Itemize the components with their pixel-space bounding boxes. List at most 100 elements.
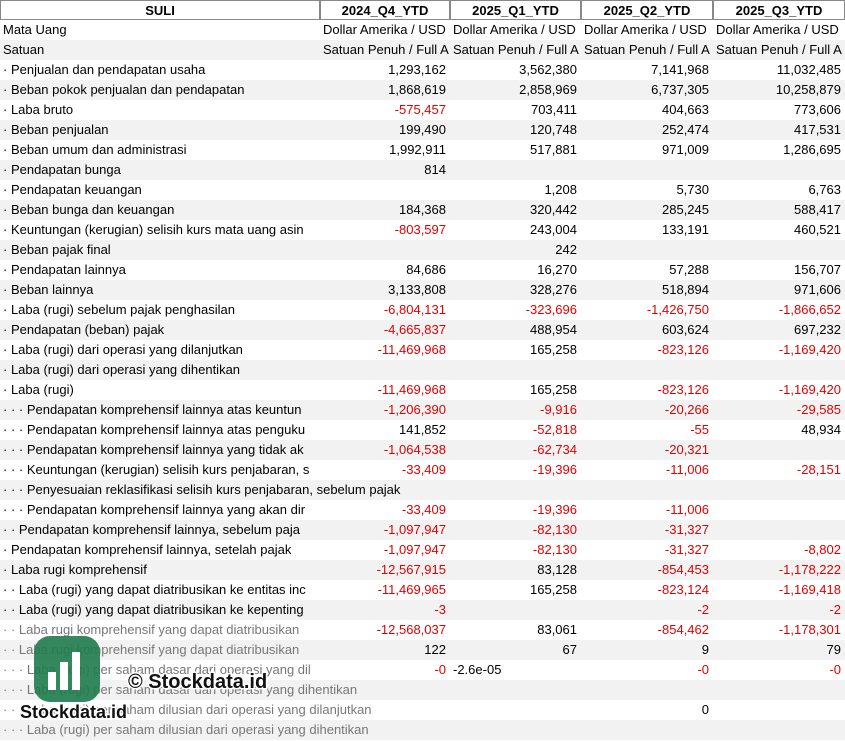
row-label: Mata Uang bbox=[3, 22, 67, 37]
value-cell: Satuan Penuh / Full A bbox=[716, 42, 842, 57]
table-row: · Pendapatan komprehensif lainnya, setel… bbox=[0, 540, 845, 560]
value-cell: 83,128 bbox=[537, 562, 577, 577]
value-cell: -323,696 bbox=[525, 302, 577, 317]
row-label: · · Laba (rugi) yang dapat diatribusikan… bbox=[3, 582, 306, 597]
logo-text: Stockdata.id bbox=[20, 702, 127, 722]
header-cell: SULI bbox=[0, 0, 320, 20]
value-cell: -29,585 bbox=[796, 402, 841, 417]
value-cell: 588,417 bbox=[794, 202, 841, 217]
table-row: · Beban pokok penjualan dan pendapatan 1,… bbox=[0, 80, 845, 100]
value-cell: -12,567,915 bbox=[376, 562, 446, 577]
value-cell: -1,097,947 bbox=[383, 542, 446, 557]
row-label: · Pendapatan lainnya bbox=[3, 262, 126, 277]
value-cell: 697,232 bbox=[794, 322, 841, 337]
value-cell: Satuan Penuh / Full A bbox=[453, 42, 579, 57]
value-cell: Dollar Amerika / USD bbox=[584, 22, 707, 37]
value-cell: -2 bbox=[829, 602, 841, 617]
value-cell: -1,169,420 bbox=[778, 382, 841, 397]
value-cell: 48,934 bbox=[801, 422, 841, 437]
value-cell: -854,453 bbox=[657, 562, 709, 577]
value-cell: -82,130 bbox=[532, 522, 577, 537]
table-row: · Beban umum dan administrasi 1,992,911 51… bbox=[0, 140, 845, 160]
table-row: Mata Uang Dollar Amerika / USD Dollar Amer… bbox=[0, 20, 845, 40]
row-label: · Beban bunga dan keuangan bbox=[3, 202, 175, 217]
value-cell: -82,130 bbox=[532, 542, 577, 557]
table-row: · Laba bruto -575,457 703,411 404,663 773,60… bbox=[0, 100, 845, 120]
value-cell: 1,868,619 bbox=[388, 82, 446, 97]
value-cell: -1,178,301 bbox=[778, 622, 841, 637]
value-cell: 971,009 bbox=[662, 142, 709, 157]
row-label: Satuan bbox=[3, 42, 45, 57]
header-row: SULI 2024_Q4_YTD 2025_Q1_YTD 2025_Q2_YTD 202… bbox=[0, 0, 845, 20]
value-cell: 1,208 bbox=[544, 182, 577, 197]
value-cell: 2,858,969 bbox=[519, 82, 577, 97]
value-cell: 243,004 bbox=[530, 222, 577, 237]
value-cell: 165,258 bbox=[530, 342, 577, 357]
value-cell: Dollar Amerika / USD bbox=[323, 22, 446, 37]
row-label: · Laba (rugi) dari operasi yang dihentik… bbox=[3, 362, 241, 377]
value-cell: 460,521 bbox=[794, 222, 841, 237]
value-cell: 603,624 bbox=[662, 322, 709, 337]
table-row: · Pendapatan bunga 814 bbox=[0, 160, 845, 180]
table-row: · · · Laba (rugi) per saham dilusian dar… bbox=[0, 720, 845, 740]
value-cell: -823,126 bbox=[657, 342, 709, 357]
row-label: · Pendapatan bunga bbox=[3, 162, 121, 177]
table-row: · Beban lainnya 3,133,808 328,276 518,894 97… bbox=[0, 280, 845, 300]
table-row: · Laba (rugi) sebelum pajak penghasilan -… bbox=[0, 300, 845, 320]
value-cell: -55 bbox=[690, 422, 709, 437]
row-label: · Penjualan dan pendapatan usaha bbox=[3, 62, 206, 77]
row-label: · Beban pokok penjualan dan pendapatan bbox=[3, 82, 245, 97]
header-cell: 2025_Q3_YTD bbox=[713, 0, 845, 20]
table-row: · · · Penyesuaian reklasifikasi selisih … bbox=[0, 480, 845, 500]
value-cell: 184,368 bbox=[399, 202, 446, 217]
table-row: · Keuntungan (kerugian) selisih kurs mat… bbox=[0, 220, 845, 240]
value-cell: Dollar Amerika / USD bbox=[716, 22, 839, 37]
value-cell: 518,894 bbox=[662, 282, 709, 297]
value-cell: 488,954 bbox=[530, 322, 577, 337]
table-row: · · Pendapatan komprehensif lainnya, seb… bbox=[0, 520, 845, 540]
value-cell: 6,763 bbox=[808, 182, 841, 197]
value-cell: -11,006 bbox=[665, 462, 709, 477]
table-row: Satuan Satuan Penuh / Full A Satuan Penuh … bbox=[0, 40, 845, 60]
value-cell: 79 bbox=[826, 642, 841, 657]
row-label: · · · Laba (rugi) per saham dilusian dar… bbox=[3, 722, 369, 737]
value-cell: -0 bbox=[697, 662, 709, 677]
logo-bar bbox=[60, 662, 68, 690]
table-row: · · Laba rugi komprehensif yang dapat di… bbox=[0, 620, 845, 640]
table-row: · · · Laba (rugi) per saham dilusian dar… bbox=[0, 700, 845, 720]
row-label: · · · Pendapatan komprehensif lainnya ya… bbox=[3, 502, 306, 517]
row-label: · · · Pendapatan komprehensif lainnya at… bbox=[3, 402, 302, 417]
table-row: · Laba rugi komprehensif -12,567,915 83,12… bbox=[0, 560, 845, 580]
value-cell: -33,409 bbox=[401, 502, 446, 517]
row-label: · Laba (rugi) bbox=[3, 382, 74, 397]
value-cell: 404,663 bbox=[662, 102, 709, 117]
value-cell: -575,457 bbox=[394, 102, 446, 117]
row-label: · Pendapatan komprehensif lainnya, setel… bbox=[3, 542, 292, 557]
table-row: · · · Pendapatan komprehensif lainnya ya… bbox=[0, 500, 845, 520]
value-cell: 814 bbox=[424, 162, 446, 177]
value-cell: 3,133,808 bbox=[388, 282, 446, 297]
value-cell: 242 bbox=[555, 242, 577, 257]
value-cell: 16,270 bbox=[537, 262, 577, 277]
table-row: · Pendapatan (beban) pajak -4,665,837 488,… bbox=[0, 320, 845, 340]
value-cell: -1,866,652 bbox=[778, 302, 841, 317]
table-row: · Pendapatan lainnya 84,686 16,270 57,288 15… bbox=[0, 260, 845, 280]
value-cell: 703,411 bbox=[530, 102, 577, 117]
value-cell: -3 bbox=[434, 602, 446, 617]
table-row: · · · Pendapatan komprehensif lainnya at… bbox=[0, 400, 845, 420]
table-row: · · · Pendapatan komprehensif lainnya at… bbox=[0, 420, 845, 440]
value-cell: 67 bbox=[562, 642, 577, 657]
value-cell: 165,258 bbox=[530, 382, 577, 397]
value-cell: -11,469,965 bbox=[377, 582, 446, 597]
row-label: · Beban pajak final bbox=[3, 242, 111, 257]
value-cell: -0 bbox=[434, 662, 446, 677]
value-cell: -6,804,131 bbox=[383, 302, 446, 317]
row-label: · · · Keuntungan (kerugian) selisih kurs… bbox=[3, 462, 310, 477]
row-label: · Pendapatan (beban) pajak bbox=[3, 322, 165, 337]
row-label: · · · Pendapatan komprehensif lainnya at… bbox=[3, 422, 306, 437]
value-cell: 141,852 bbox=[399, 422, 446, 437]
value-cell: -1,097,947 bbox=[383, 522, 446, 537]
row-label: · Laba bruto bbox=[3, 102, 74, 117]
value-cell: 9 bbox=[701, 642, 709, 657]
value-cell: 1,992,911 bbox=[389, 142, 446, 157]
